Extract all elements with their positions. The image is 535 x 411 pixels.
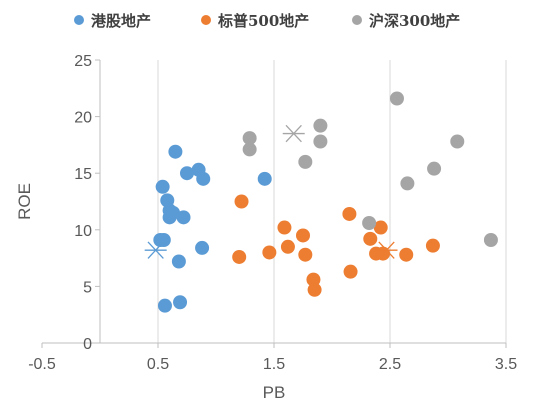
legend-marker-sp500	[201, 15, 211, 25]
data-points	[153, 91, 498, 313]
point-sp500-4	[280, 239, 295, 254]
x-tick-label-2: 1.5	[263, 356, 285, 373]
point-csi300-5	[362, 216, 377, 231]
axes	[41, 59, 507, 348]
gridlines	[157, 60, 507, 343]
legend-marker-hk	[74, 15, 84, 25]
average-markers	[144, 124, 398, 259]
y-tick-label-2: 10	[74, 223, 92, 240]
point-csi300-1	[242, 142, 257, 157]
y-tick-label-5: 25	[74, 53, 92, 70]
y-tick-label-1: 5	[83, 279, 92, 296]
point-csi300-4	[313, 134, 328, 149]
y-tick-label-4: 20	[74, 110, 92, 127]
point-hk-15	[157, 298, 172, 313]
point-hk-13	[171, 254, 186, 269]
point-csi300-0	[242, 131, 257, 146]
y-tick-label-3: 15	[74, 166, 92, 183]
point-sp500-9	[342, 206, 357, 221]
point-csi300-9	[450, 134, 465, 149]
average-marker-sp500	[375, 241, 398, 259]
point-csi300-2	[298, 154, 313, 169]
point-sp500-11	[363, 231, 378, 246]
legend-label-csi300: 沪深300地产	[369, 12, 460, 30]
x-tick-label-0: -0.5	[28, 356, 56, 373]
point-sp500-6	[298, 247, 313, 262]
point-sp500-0	[234, 194, 249, 209]
point-hk-7	[156, 232, 171, 247]
point-sp500-5	[296, 228, 310, 243]
point-csi300-7	[400, 176, 415, 191]
point-sp500-10	[343, 264, 358, 279]
average-marker-csi300	[282, 124, 305, 143]
point-hk-9	[180, 166, 194, 181]
legend-marker-csi300	[352, 15, 362, 25]
point-csi300-6	[389, 91, 404, 106]
point-hk-16	[257, 171, 272, 186]
point-sp500-2	[262, 245, 277, 260]
x-axis-title: PB	[263, 383, 286, 402]
y-tick-label-0: 0	[83, 336, 92, 353]
legend-label-sp500: 标普500地产	[217, 12, 309, 30]
x-tick-label-3: 2.5	[379, 356, 401, 373]
point-sp500-7	[306, 272, 321, 287]
point-sp500-1	[232, 249, 247, 264]
point-sp500-13	[373, 220, 388, 235]
point-hk-0	[155, 179, 170, 194]
point-hk-8	[168, 144, 183, 159]
average-marker-hk	[144, 241, 167, 259]
x-tick-label-1: 0.5	[147, 356, 169, 373]
legend: 港股地产 标普500地产 沪深300地产	[74, 12, 460, 30]
point-sp500-3	[277, 220, 292, 235]
point-hk-4	[166, 205, 181, 220]
point-hk-11	[196, 171, 211, 186]
point-sp500-16	[425, 238, 440, 253]
point-hk-14	[173, 295, 188, 310]
point-csi300-10	[483, 232, 498, 247]
point-hk-5	[176, 210, 191, 225]
y-axis-title: ROE	[15, 183, 34, 220]
tick-labels: 0 5 10 15 20 25 -0.5 0.5 1.5 2.5 3.5	[28, 53, 517, 373]
legend-label-hk: 港股地产	[91, 12, 151, 30]
point-hk-12	[195, 240, 210, 255]
point-sp500-15	[399, 247, 414, 262]
point-csi300-8	[427, 161, 442, 176]
x-tick-label-4: 3.5	[495, 356, 517, 373]
point-csi300-3	[313, 118, 328, 133]
point-sp500-8	[307, 282, 322, 297]
